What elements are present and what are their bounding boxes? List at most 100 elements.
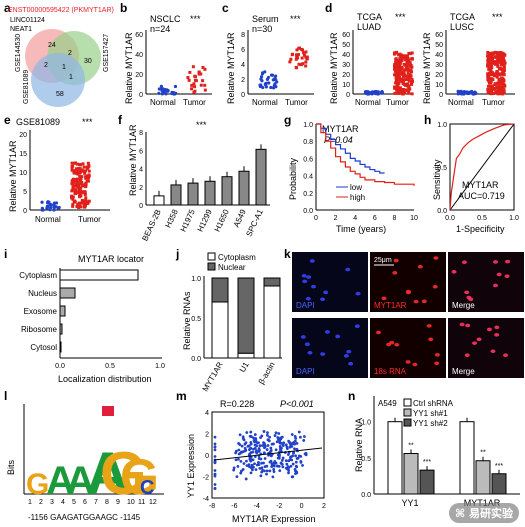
- scatter-point: [293, 467, 297, 471]
- cell: [348, 361, 354, 366]
- normal-point: [157, 91, 161, 95]
- normal-point: [462, 92, 466, 96]
- i-cat-4: Cytosol: [30, 343, 57, 352]
- panel-d-cat-tumor1: Tumor: [386, 98, 409, 107]
- tumor-point: [500, 77, 504, 81]
- tumor-point: [404, 68, 408, 72]
- tumor-point: [71, 180, 75, 184]
- cell: [434, 352, 440, 357]
- tumor-point: [84, 176, 88, 180]
- scatter-point: [249, 430, 253, 434]
- tumor-point: [394, 78, 398, 82]
- cell: [393, 258, 399, 263]
- tumor-point: [76, 167, 80, 171]
- panel-c-label: c: [222, 1, 229, 15]
- tumor-point: [502, 59, 506, 63]
- m-ytick-3: 2: [205, 432, 209, 439]
- scatter-point: [290, 444, 294, 448]
- tumor-point: [395, 63, 399, 67]
- cell: [451, 270, 457, 274]
- tumor-point: [191, 65, 195, 69]
- tumor-point: [297, 62, 301, 66]
- f-ytick-1: 2: [139, 185, 143, 192]
- venn-set-2: GSE157427: [103, 34, 110, 72]
- venn-set-1: GSE144530: [15, 34, 22, 72]
- scatter-point: [265, 433, 269, 437]
- tumor-point: [406, 71, 410, 75]
- tumor-point: [486, 72, 490, 76]
- scale-bar-label: 25μm: [374, 257, 392, 264]
- scatter-point: [268, 435, 272, 439]
- scatter-point: [280, 435, 284, 439]
- bar-cyto-1: [237, 352, 255, 359]
- tumor-point: [78, 167, 82, 171]
- normal-point: [263, 83, 268, 87]
- e-dots-ytick-2: 10: [19, 170, 27, 177]
- tumor-point: [503, 53, 507, 57]
- scatter-point: [290, 455, 293, 459]
- d1-dots-ytick-3: 30: [342, 62, 350, 69]
- tumor-point: [410, 65, 414, 69]
- g-xtick-2: 4: [353, 215, 357, 222]
- panel-j-legend-nuc: Nuclear: [218, 263, 246, 272]
- tumor-point: [402, 54, 406, 58]
- tumor-point: [193, 85, 197, 89]
- venn-circle-blue: [31, 53, 85, 107]
- i-xtick-0: 0.0: [55, 363, 65, 370]
- cell: [464, 353, 470, 357]
- n-cat-0: YY1: [401, 498, 418, 508]
- scatter-point: [241, 437, 245, 441]
- panel-m-xlabel: MYT1AR Expression: [232, 514, 316, 524]
- cell: [386, 342, 392, 347]
- scatter-point: [271, 475, 275, 479]
- tumor-point: [489, 77, 493, 81]
- tumor-point: [496, 81, 500, 85]
- tumor-point: [86, 161, 90, 165]
- tumor-point: [398, 64, 402, 68]
- scatter-point: [289, 464, 293, 468]
- panel-n-legend-sh2-swatch: [403, 418, 412, 427]
- cell: [461, 260, 467, 265]
- panel-h: h Sensitivity 0.00.00.50.51.01.0 MYT1AR …: [424, 113, 519, 234]
- e-dots-ytick-4: 20: [19, 132, 27, 139]
- scatter-point: [213, 469, 217, 472]
- normal-point: [53, 205, 57, 209]
- panel-d-cat-normal1: Normal: [355, 98, 381, 107]
- bar-myt1ar-2: [491, 473, 507, 495]
- motif-pos-4: 5: [72, 499, 76, 506]
- panel-c: c Relative MYT1AR Serum n=30 *** 0 2 4 6 8 N…: [222, 1, 314, 107]
- scatter-point: [270, 465, 274, 468]
- panel-g-xlabel: Time (years): [336, 224, 386, 234]
- i-cat-1: Nucleus: [28, 289, 57, 298]
- tumor-point: [85, 167, 89, 171]
- tumor-point: [396, 85, 400, 89]
- motif-letter-g2: G: [100, 440, 147, 507]
- watermark: ⌘ 易研实验: [448, 503, 519, 523]
- tumor-point: [395, 89, 399, 93]
- cell: [417, 264, 423, 269]
- tumor-point: [494, 62, 498, 66]
- scatter-point: [303, 452, 307, 456]
- cell: [405, 289, 411, 294]
- scatter-point: [213, 487, 217, 490]
- tumor-point: [192, 82, 196, 86]
- d1-dots-ytick-2: 20: [342, 72, 350, 79]
- tumor-point: [77, 188, 81, 192]
- tumor-point: [74, 178, 78, 182]
- tumor-point: [203, 67, 207, 71]
- scatter-point: [293, 442, 297, 446]
- panel-n-label: n: [348, 389, 355, 403]
- bar-nucleus: [59, 287, 76, 299]
- scatter-point: [252, 465, 255, 469]
- tumor-point: [400, 77, 404, 81]
- panel-f-ylabel: Relative MYT1AR: [128, 124, 138, 196]
- tumor-point: [501, 51, 505, 55]
- cell: [503, 353, 509, 358]
- tumor-point: [402, 72, 406, 76]
- tumor-point: [400, 56, 404, 60]
- tumor-point: [80, 180, 84, 184]
- scatter-point: [263, 457, 267, 460]
- f-cat-3: H1299: [196, 208, 214, 234]
- bar-h1975: [187, 182, 199, 206]
